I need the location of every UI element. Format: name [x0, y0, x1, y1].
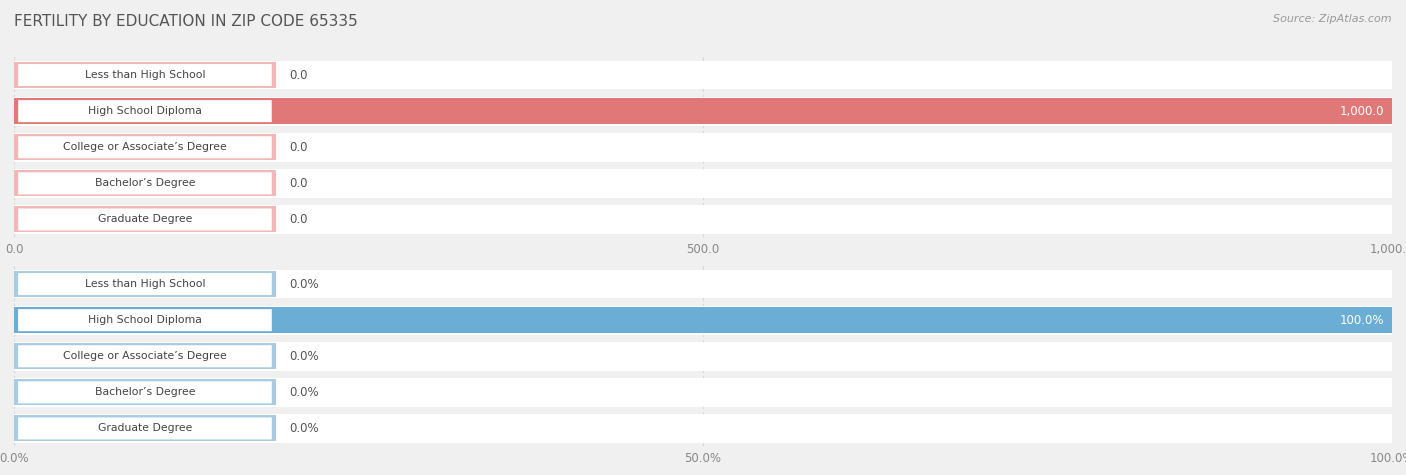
FancyBboxPatch shape — [14, 378, 1392, 407]
FancyBboxPatch shape — [18, 345, 271, 367]
Text: 1,000.0: 1,000.0 — [1339, 104, 1384, 118]
Text: Graduate Degree: Graduate Degree — [98, 214, 193, 225]
Text: High School Diploma: High School Diploma — [89, 106, 202, 116]
Text: 0.0%: 0.0% — [290, 277, 319, 291]
Text: Less than High School: Less than High School — [84, 70, 205, 80]
Text: 0.0%: 0.0% — [290, 386, 319, 399]
FancyBboxPatch shape — [14, 414, 1392, 443]
Text: 0.0%: 0.0% — [290, 350, 319, 363]
Text: FERTILITY BY EDUCATION IN ZIP CODE 65335: FERTILITY BY EDUCATION IN ZIP CODE 65335 — [14, 14, 357, 29]
Text: College or Associate’s Degree: College or Associate’s Degree — [63, 351, 226, 361]
Text: Graduate Degree: Graduate Degree — [98, 423, 193, 434]
FancyBboxPatch shape — [14, 307, 1392, 333]
Text: 0.0: 0.0 — [290, 141, 308, 154]
FancyBboxPatch shape — [14, 271, 276, 297]
FancyBboxPatch shape — [18, 209, 271, 230]
FancyBboxPatch shape — [14, 134, 276, 160]
FancyBboxPatch shape — [14, 380, 276, 405]
FancyBboxPatch shape — [18, 136, 271, 158]
FancyBboxPatch shape — [14, 133, 1392, 162]
FancyBboxPatch shape — [14, 342, 1392, 370]
Text: Bachelor’s Degree: Bachelor’s Degree — [94, 387, 195, 398]
FancyBboxPatch shape — [18, 381, 271, 403]
FancyBboxPatch shape — [14, 61, 1392, 89]
Text: 100.0%: 100.0% — [1339, 314, 1384, 327]
FancyBboxPatch shape — [14, 205, 1392, 234]
FancyBboxPatch shape — [14, 270, 1392, 298]
Text: Less than High School: Less than High School — [84, 279, 205, 289]
FancyBboxPatch shape — [18, 273, 271, 295]
Text: 0.0: 0.0 — [290, 213, 308, 226]
FancyBboxPatch shape — [14, 416, 276, 441]
Text: College or Associate’s Degree: College or Associate’s Degree — [63, 142, 226, 152]
Text: 0.0%: 0.0% — [290, 422, 319, 435]
FancyBboxPatch shape — [14, 169, 1392, 198]
FancyBboxPatch shape — [14, 306, 1392, 334]
FancyBboxPatch shape — [14, 97, 1392, 125]
Text: Bachelor’s Degree: Bachelor’s Degree — [94, 178, 195, 189]
FancyBboxPatch shape — [14, 98, 1392, 124]
FancyBboxPatch shape — [18, 100, 271, 122]
FancyBboxPatch shape — [18, 64, 271, 86]
FancyBboxPatch shape — [14, 62, 276, 88]
FancyBboxPatch shape — [18, 309, 271, 331]
Text: 0.0: 0.0 — [290, 177, 308, 190]
FancyBboxPatch shape — [14, 207, 276, 232]
Text: Source: ZipAtlas.com: Source: ZipAtlas.com — [1274, 14, 1392, 24]
FancyBboxPatch shape — [18, 418, 271, 439]
Text: 0.0: 0.0 — [290, 68, 308, 82]
Text: High School Diploma: High School Diploma — [89, 315, 202, 325]
FancyBboxPatch shape — [18, 172, 271, 194]
FancyBboxPatch shape — [14, 343, 276, 369]
FancyBboxPatch shape — [14, 171, 276, 196]
